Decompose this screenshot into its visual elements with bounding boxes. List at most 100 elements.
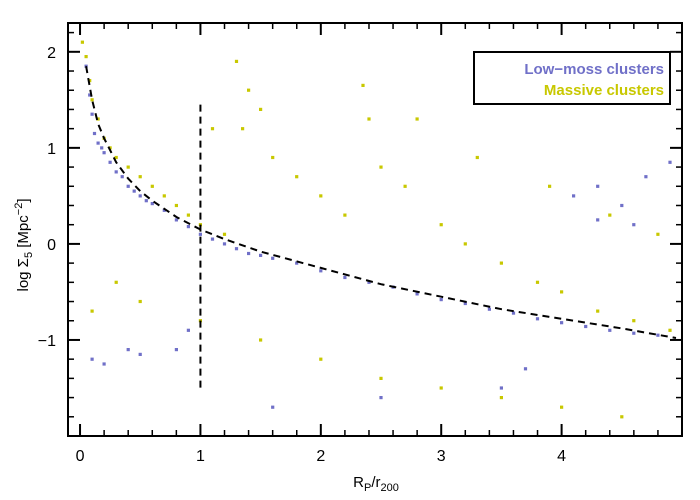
low-mass-point-31 <box>439 298 443 302</box>
low-mass-point-20 <box>222 242 227 246</box>
massive-point-48 <box>415 117 419 121</box>
massive-point-50 <box>548 184 552 188</box>
x-tick-label: 1 <box>196 448 205 465</box>
low-mass-point-26 <box>319 269 323 273</box>
low-mass-point-53 <box>596 218 600 222</box>
low-mass-point-4 <box>96 141 100 145</box>
legend-entry-massive: Massive clusters <box>544 82 664 99</box>
massive-point-47 <box>259 107 263 111</box>
massive-point-22 <box>343 213 347 217</box>
massive-point-42 <box>439 386 443 390</box>
x-tick-label: 2 <box>316 448 325 465</box>
low-mass-point-33 <box>487 307 491 311</box>
low-mass-point-10 <box>126 184 130 188</box>
low-mass-point-22 <box>247 251 251 256</box>
low-mass-point-40 <box>656 333 660 337</box>
massive-point-11 <box>162 194 166 198</box>
massive-point-1 <box>84 55 88 59</box>
y-axis-title: log Σ5 [Mpc−2] <box>13 199 35 292</box>
low-mass-point-38 <box>608 328 612 332</box>
low-mass-point-45 <box>174 348 178 352</box>
points-layer <box>80 40 672 419</box>
low-mass-point-42 <box>102 362 106 366</box>
low-mass-point-47 <box>572 194 576 198</box>
massive-point-2 <box>88 79 92 83</box>
massive-point-43 <box>499 396 503 400</box>
massive-point-52 <box>656 232 660 236</box>
low-mass-point-30 <box>415 292 419 296</box>
massive-point-36 <box>114 280 118 284</box>
x-tick-label: 0 <box>76 448 85 465</box>
low-mass-point-54 <box>499 386 503 390</box>
low-mass-point-35 <box>535 317 540 321</box>
massive-point-21 <box>319 194 323 198</box>
massive-point-25 <box>379 165 383 169</box>
massive-point-33 <box>632 319 636 323</box>
low-mass-point-16 <box>174 218 178 222</box>
low-mass-point-25 <box>295 261 299 265</box>
low-mass-point-15 <box>162 208 166 212</box>
massive-point-4 <box>96 117 100 121</box>
low-mass-point-14 <box>150 202 154 206</box>
low-mass-point-18 <box>198 232 202 236</box>
massive-point-34 <box>668 328 672 332</box>
massive-point-44 <box>560 405 564 409</box>
low-mass-point-23 <box>259 253 263 257</box>
low-mass-point-36 <box>560 321 564 325</box>
low-mass-point-44 <box>138 352 142 356</box>
low-mass-point-39 <box>632 331 636 335</box>
low-mass-point-19 <box>210 237 215 241</box>
low-mass-point-49 <box>620 203 624 208</box>
massive-point-51 <box>608 213 612 217</box>
massive-point-7 <box>114 155 118 160</box>
low-mass-point-46 <box>186 328 190 332</box>
low-mass-point-43 <box>126 348 130 352</box>
y-tick-label: −1 <box>38 333 56 350</box>
low-mass-point-37 <box>584 324 588 329</box>
legend-box <box>473 51 671 105</box>
low-mass-point-41 <box>90 357 94 361</box>
y-tick-label: 2 <box>47 45 56 62</box>
massive-point-27 <box>439 223 443 227</box>
low-mass-point-24 <box>271 256 275 260</box>
low-mass-point-5 <box>100 146 104 150</box>
y-tick-label: 1 <box>47 141 56 158</box>
low-mass-point-3 <box>92 131 97 136</box>
low-mass-point-56 <box>379 396 383 400</box>
low-mass-point-50 <box>644 175 648 179</box>
massive-point-17 <box>247 88 251 92</box>
massive-point-35 <box>90 309 94 313</box>
massive-point-8 <box>126 165 130 169</box>
low-mass-point-2 <box>90 112 94 116</box>
low-mass-point-51 <box>668 160 672 164</box>
low-mass-point-32 <box>463 301 467 306</box>
massive-point-12 <box>174 203 178 208</box>
low-mass-point-12 <box>138 194 142 198</box>
massive-point-3 <box>90 98 94 102</box>
y-tick-label: 0 <box>47 237 56 254</box>
massive-point-30 <box>535 280 540 284</box>
massive-point-18 <box>241 127 245 131</box>
low-mass-point-6 <box>102 151 106 155</box>
x-axis-title: RP/r200 <box>353 474 399 494</box>
massive-point-29 <box>499 261 503 265</box>
massive-point-15 <box>222 232 227 236</box>
low-mass-point-57 <box>271 405 275 409</box>
massive-point-23 <box>361 83 365 87</box>
low-mass-point-28 <box>367 280 371 284</box>
massive-point-41 <box>379 376 383 380</box>
ticks-layer: 0 1 2 3 4 −1 0 1 2 <box>38 23 682 465</box>
legend-entry-low-mass: Low−moss clusters <box>524 61 664 78</box>
low-mass-point-52 <box>632 223 636 227</box>
massive-point-39 <box>259 338 263 342</box>
massive-point-45 <box>620 415 624 419</box>
plot-frame <box>67 22 683 437</box>
massive-point-0 <box>80 40 84 44</box>
massive-point-32 <box>596 309 600 313</box>
massive-point-26 <box>403 184 407 188</box>
massive-point-9 <box>138 175 142 179</box>
low-mass-point-27 <box>343 275 347 280</box>
low-mass-point-48 <box>596 184 600 188</box>
low-mass-point-11 <box>132 189 136 193</box>
